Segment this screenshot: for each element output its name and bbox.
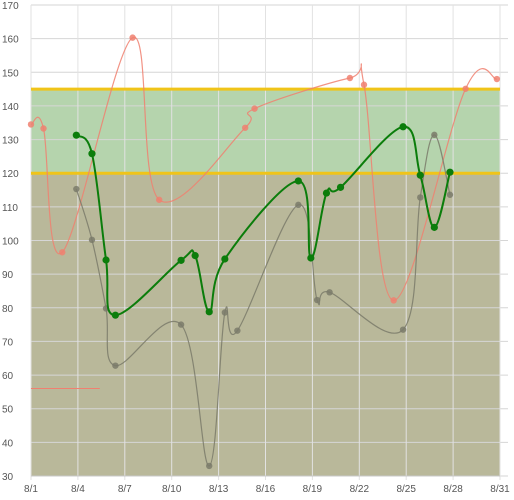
series-0-point-3 — [129, 34, 136, 41]
x-tick-label: 8/31 — [490, 484, 510, 495]
series-0-point-5 — [241, 124, 249, 131]
series-0-point-11 — [493, 75, 501, 83]
series-2-point-12 — [399, 123, 407, 131]
x-tick-label: 8/28 — [443, 484, 463, 495]
series-2-point-10 — [322, 189, 331, 197]
y-tick-label: 80 — [2, 304, 14, 315]
series-0-point-7 — [346, 74, 354, 82]
x-tick-label: 8/13 — [209, 484, 229, 495]
y-tick-label: 100 — [2, 237, 19, 248]
x-tick-label: 8/22 — [350, 484, 370, 495]
y-tick-label: 160 — [2, 35, 19, 46]
y-tick-label: 110 — [2, 203, 18, 214]
series-1-point-11 — [399, 326, 407, 333]
series-2-point-6 — [205, 308, 213, 316]
series-2-point-4 — [177, 256, 185, 264]
series-1-point-7 — [234, 327, 241, 334]
series-1-point-13 — [431, 131, 438, 139]
series-1-point-4 — [177, 321, 185, 328]
series-2-point-13 — [416, 171, 424, 179]
y-tick-label: 120 — [2, 169, 19, 180]
series-0-point-10 — [462, 85, 469, 92]
series-2-point-0 — [72, 131, 80, 139]
series-2-point-5 — [191, 252, 199, 260]
series-1-point-14 — [446, 191, 454, 198]
x-tick-label: 8/25 — [396, 484, 416, 495]
x-tick-label: 8/19 — [303, 484, 323, 495]
series-1-point-8 — [295, 201, 302, 209]
series-1-point-9 — [313, 296, 321, 304]
x-tick-label: 8/10 — [162, 484, 182, 495]
x-tick-label: 8/1 — [24, 484, 38, 495]
y-tick-label: 60 — [2, 371, 14, 382]
y-tick-label: 30 — [2, 472, 14, 483]
series-1-point-3 — [112, 362, 119, 369]
y-tick-label: 130 — [2, 136, 19, 147]
series-2-point-2 — [102, 256, 110, 264]
x-tick-label: 8/7 — [118, 484, 132, 495]
series-2-point-11 — [336, 183, 345, 191]
x-tick-label: 8/4 — [71, 484, 85, 495]
series-1-point-0 — [73, 185, 80, 193]
series-0-point-1 — [40, 125, 47, 132]
series-1-point-10 — [326, 289, 333, 296]
series-2-point-3 — [111, 311, 120, 319]
series-line-2 — [75, 125, 451, 317]
series-2-point-9 — [307, 254, 315, 262]
y-tick-label: 140 — [2, 102, 19, 113]
series-0-point-2 — [59, 249, 66, 256]
y-tick-label: 50 — [2, 405, 14, 416]
series-1-point-1 — [88, 236, 96, 244]
series-0-point-6 — [251, 105, 258, 112]
x-tick-label: 8/16 — [256, 484, 276, 495]
series-2-point-14 — [430, 223, 438, 231]
series-2-point-15 — [446, 168, 454, 176]
series-0-point-8 — [360, 81, 368, 88]
series-1-point-6 — [221, 309, 229, 316]
series-2-point-1 — [88, 150, 96, 158]
y-tick-label: 70 — [2, 337, 14, 348]
series-1-point-12 — [417, 194, 424, 201]
series-0-point-4 — [155, 196, 163, 203]
y-tick-label: 90 — [2, 270, 14, 281]
y-tick-label: 170 — [2, 1, 19, 12]
series-2-point-7 — [221, 255, 229, 263]
series-2-point-8 — [294, 177, 302, 185]
y-tick-label: 40 — [2, 438, 14, 449]
series-0-point-0 — [27, 121, 35, 128]
y-tick-label: 150 — [2, 68, 19, 79]
series-0-point-9 — [390, 297, 397, 304]
series-1-point-5 — [206, 462, 213, 470]
